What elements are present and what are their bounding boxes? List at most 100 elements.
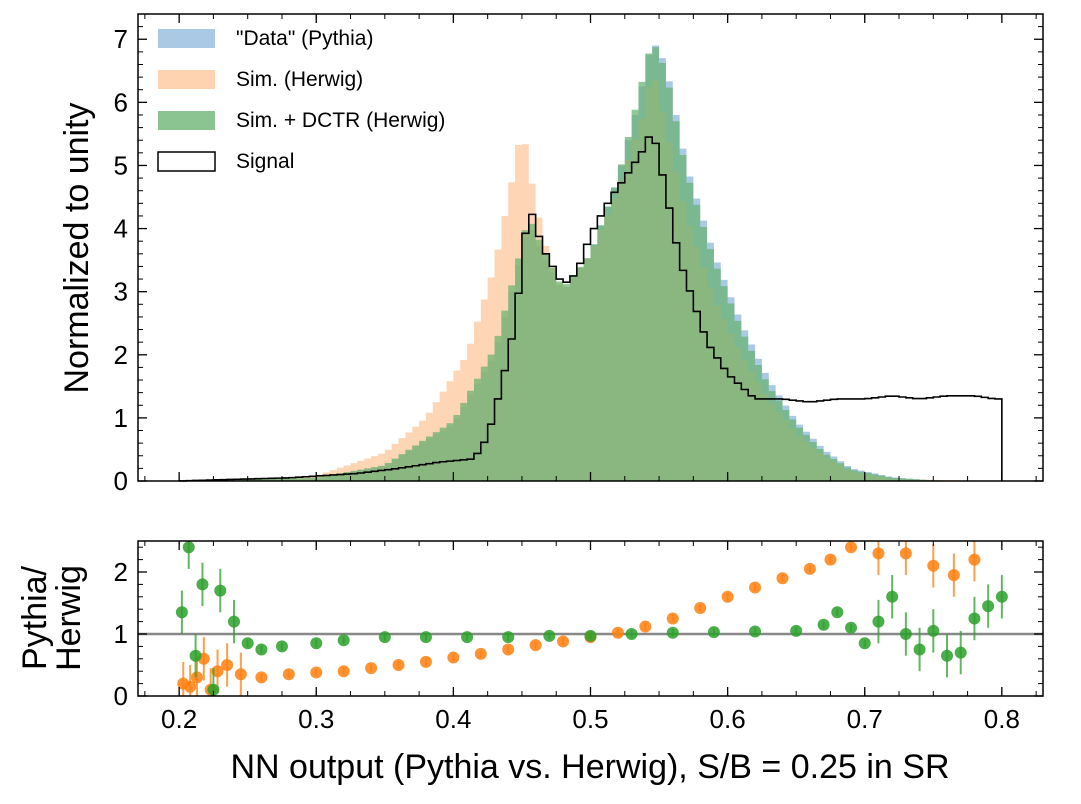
main-axes-layer: 0 1 2 3 4 5 6 7 [114,14,1043,496]
ratio-point-series-1 [625,628,638,640]
ratio-x-tick-label: 0.6 [710,704,746,734]
ratio-y-axis-title: Pythia/Herwig [16,565,88,671]
ratio-point-series-1 [502,631,515,644]
ratio-point-series-0 [947,569,960,582]
ratio-point-series-1 [182,541,195,554]
ratio-point-series-0 [184,680,197,693]
ratio-point-series-0 [365,662,378,675]
legend-swatch [158,111,215,130]
main-y-tick-label: 2 [114,340,128,370]
main-plot-frame [137,13,1044,482]
ratio-point-series-1 [241,637,254,650]
ratio-plot-frame [137,540,1044,697]
ratio-point-series-1 [886,590,899,603]
legend-label: Sim. (Herwig) [236,68,363,91]
main-y-tick-label: 7 [114,24,128,54]
main-series-layer [178,45,1003,482]
ratio-point-series-1 [817,618,830,631]
ratio-series-layer [175,541,1008,696]
signal-step-line [178,136,1003,482]
legend-label: Signal [236,150,294,173]
ratio-point-series-1 [175,606,188,619]
ratio-x-tick-label: 0.3 [298,704,334,734]
ratio-point-series-0 [927,559,940,572]
ratio-point-series-0 [337,665,350,678]
ratio-point-series-0 [749,581,762,594]
ratio-point-series-0 [474,647,487,660]
legend: "Data" (Pythia) Sim. (Herwig) Sim. + DCTR … [157,27,445,173]
ratio-point-series-1 [214,584,227,597]
ratio-point-series-0 [776,572,789,585]
ratio-point-series-1 [255,643,268,656]
ratio-y-tick-label: 1 [114,619,128,649]
ratio-point-series-0 [529,639,542,652]
ratio-point-series-1 [707,626,720,639]
ratio-point-series-1 [858,637,871,650]
legend-swatch [158,29,215,48]
ratio-point-series-0 [899,547,912,560]
ratio-point-series-0 [310,666,323,679]
ratio-point-series-0 [803,562,816,575]
ratio-point-series-1 [968,612,981,625]
main-y-tick-label: 1 [114,403,128,433]
ratio-x-tick-label: 0.8 [984,704,1020,734]
ratio-point-series-0 [968,553,981,566]
ratio-y-tick-label: 2 [114,557,128,587]
ratio-point-series-1 [196,578,209,591]
ratio-point-series-0 [872,547,885,560]
ratio-point-series-1 [941,649,954,662]
ratio-point-series-1 [954,646,967,659]
ratio-point-series-1 [845,621,858,634]
ratio-point-series-1 [913,643,926,656]
ratio-y-tick-label: 0 [114,681,128,711]
ratio-point-series-1 [982,600,995,613]
ratio-y-axis-title-line: Herwig [50,565,88,671]
main-y-tick-label: 6 [114,87,128,117]
main-y-tick-label: 0 [114,466,128,496]
legend-swatch [157,151,216,172]
ratio-point-series-0 [639,620,652,633]
ratio-point-series-0 [845,541,858,554]
ratio-point-series-1 [310,637,323,650]
ratio-x-tick-label: 0.5 [572,704,608,734]
ratio-point-series-0 [234,668,247,681]
ratio-point-series-1 [378,631,391,644]
ratio-point-series-0 [502,643,515,656]
ratio-point-series-0 [255,671,268,684]
ratio-point-series-1 [337,634,350,647]
ratio-point-series-1 [207,683,220,696]
ratio-point-series-0 [824,553,837,566]
ratio-point-series-0 [392,659,405,671]
ratio-point-series-1 [227,615,240,628]
ratio-point-series-1 [419,631,432,644]
ratio-point-series-1 [831,606,844,619]
ratio-point-series-1 [749,625,762,638]
ratio-point-series-0 [611,626,624,639]
ratio-panel: 0.2 0.3 0.4 0.5 0.6 0.7 0.8 0 1 2 Pythia/Herwig N… [16,540,1044,786]
ratio-point-series-1 [995,590,1008,603]
ratio-point-series-1 [899,628,912,640]
ratio-axes-layer: 0.2 0.3 0.4 0.5 0.6 0.7 0.8 0 1 2 [114,541,1043,734]
ratio-point-series-1 [584,629,597,642]
histogram-series-2 [179,47,1002,481]
main-y-tick-label: 3 [114,277,128,307]
main-y-tick-label: 5 [114,150,128,180]
ratio-point-series-1 [543,629,556,642]
ratio-point-series-1 [872,615,885,628]
ratio-point-series-1 [189,649,202,662]
ratio-point-series-1 [666,626,679,639]
ratio-point-series-1 [461,631,474,644]
ratio-point-series-0 [447,651,460,664]
ratio-point-series-0 [211,665,224,678]
ratio-point-series-0 [419,655,432,668]
ratio-point-series-0 [557,635,570,648]
main-y-axis-title: Normalized to unity [58,102,96,393]
ratio-point-series-0 [282,668,295,681]
ratio-point-series-0 [221,659,234,671]
ratio-point-series-1 [275,640,288,653]
ratio-point-series-0 [666,612,679,625]
ratio-point-series-1 [790,624,803,637]
ratio-y-axis-title-line: Pythia/ [16,565,54,669]
